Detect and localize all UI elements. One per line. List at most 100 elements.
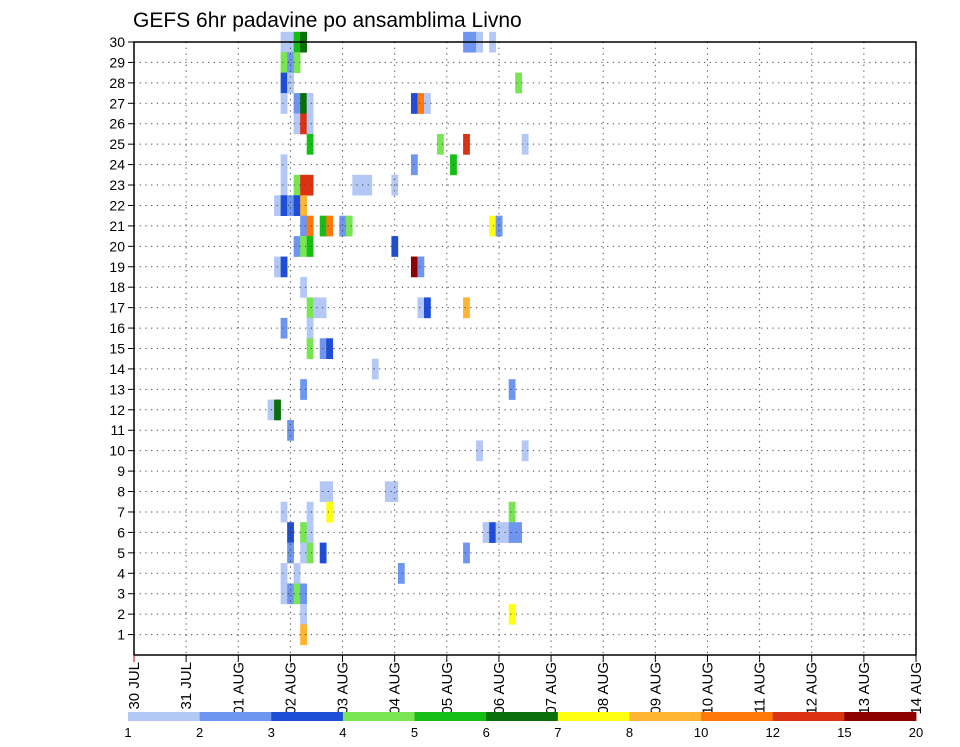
x-tick-label: 02 AUG xyxy=(282,662,299,715)
heatmap-cell xyxy=(521,133,529,155)
heatmap-cell xyxy=(339,215,347,237)
heatmap-cell xyxy=(280,195,288,216)
heatmap-cell xyxy=(293,236,301,257)
colorbar-segment xyxy=(629,712,702,721)
heatmap-cell xyxy=(326,338,334,360)
x-tick-label: 07 AUG xyxy=(543,662,560,715)
heatmap-cell xyxy=(306,522,314,543)
heatmap-cell xyxy=(300,236,307,257)
colorbar-label: 15 xyxy=(837,725,851,740)
heatmap-cell xyxy=(280,174,288,196)
y-tick-label: 19 xyxy=(109,259,125,275)
x-tick-label: 08 AUG xyxy=(595,662,612,715)
heatmap-cell xyxy=(280,72,288,94)
heatmap-cell xyxy=(280,317,288,339)
heatmap-cell xyxy=(463,297,470,319)
y-tick-label: 24 xyxy=(109,157,125,173)
colorbar-label: 2 xyxy=(196,725,203,740)
colorbar-label: 12 xyxy=(765,725,779,740)
y-tick-label: 22 xyxy=(109,197,125,213)
y-tick-label: 5 xyxy=(117,545,125,561)
colorbar: 1 2 3 4 5 6 7 8 10 12 15 20 xyxy=(124,712,923,740)
heatmap-cell xyxy=(287,52,294,73)
heatmap-cell xyxy=(521,440,529,462)
heatmap-cell xyxy=(489,522,496,543)
heatmap-cell xyxy=(306,113,314,135)
y-tick-label: 2 xyxy=(117,606,125,622)
y-tick-label: 8 xyxy=(117,484,125,500)
x-tick-label: 11 AUG xyxy=(752,662,769,713)
heatmap-cell xyxy=(280,501,288,523)
heatmap-cell xyxy=(489,215,496,237)
heatmap-cell xyxy=(306,317,314,339)
colorbar-segment xyxy=(342,712,415,721)
heatmap-cell xyxy=(306,93,314,114)
colorbar-label: 10 xyxy=(694,725,708,740)
heatmap-cell xyxy=(293,583,301,605)
y-tick-label: 21 xyxy=(109,218,125,234)
heatmap-cell xyxy=(397,563,405,584)
heatmap-cell xyxy=(287,195,294,216)
x-tick-label: 03 AUG xyxy=(335,662,352,715)
heatmap-cell xyxy=(508,603,516,625)
heatmap-cell xyxy=(300,93,307,114)
y-tick-label: 18 xyxy=(109,279,125,295)
heatmap-cell xyxy=(293,563,301,584)
x-tick-label: 14 AUG xyxy=(908,662,925,715)
heatmap-cells xyxy=(267,31,529,646)
heatmap-cell xyxy=(306,174,314,196)
colorbar-segment xyxy=(557,712,630,721)
heatmap-cell xyxy=(437,133,444,155)
heatmap-cell xyxy=(306,133,314,155)
colorbar-segment xyxy=(414,712,487,721)
heatmap-cell xyxy=(417,297,425,319)
y-tick-label: 27 xyxy=(109,95,125,111)
heatmap-cell xyxy=(508,379,516,400)
x-tick-label: 12 AUG xyxy=(804,662,821,715)
y-tick-label: 1 xyxy=(117,627,125,643)
y-tick-label: 12 xyxy=(109,402,125,418)
y-tick-label: 4 xyxy=(117,565,125,581)
heatmap-cell xyxy=(463,542,470,564)
colorbar-segment xyxy=(772,712,845,721)
heatmap-cell xyxy=(476,440,483,462)
y-tick-label: 3 xyxy=(117,586,125,602)
heatmap-cell xyxy=(306,236,314,257)
heatmap-cell xyxy=(391,236,399,257)
heatmap-cell xyxy=(417,256,425,278)
heatmap-cell xyxy=(300,113,307,135)
heatmap-cell xyxy=(515,522,523,543)
heatmap-cell xyxy=(280,563,288,584)
heatmap-cell xyxy=(300,195,307,216)
heatmap-cell xyxy=(326,481,334,503)
colorbar-label: 7 xyxy=(554,725,561,740)
heatmap-cell xyxy=(371,358,379,380)
heatmap-cell xyxy=(280,154,288,176)
colorbar-label: 4 xyxy=(339,725,346,740)
heatmap-cell xyxy=(423,93,431,114)
heatmap-cell xyxy=(280,256,288,278)
colorbar-segment xyxy=(199,712,272,721)
heatmap-cell xyxy=(384,481,392,503)
heatmap-cell xyxy=(293,52,301,73)
heatmap-cell xyxy=(423,297,431,319)
heatmap-cell xyxy=(345,215,353,237)
y-tick-label: 13 xyxy=(109,381,125,397)
y-tick-label: 9 xyxy=(117,463,125,479)
x-tick-label: 01 AUG xyxy=(230,662,247,715)
x-tick-label: 04 AUG xyxy=(387,662,404,715)
colorbar-segment xyxy=(701,712,774,721)
y-tick-label: 28 xyxy=(109,75,125,91)
colorbar-segment xyxy=(128,712,201,721)
y-tick-label: 7 xyxy=(117,504,125,520)
y-tick-label: 11 xyxy=(110,422,125,438)
heatmap-cell xyxy=(300,522,307,543)
heatmap-cell xyxy=(306,297,314,319)
heatmap-cell xyxy=(306,338,314,360)
heatmap-cell xyxy=(293,93,301,114)
heatmap-cell xyxy=(280,583,288,605)
heatmap-cell xyxy=(293,195,301,216)
colorbar-label: 20 xyxy=(909,725,923,740)
y-tick-label: 29 xyxy=(109,54,125,70)
